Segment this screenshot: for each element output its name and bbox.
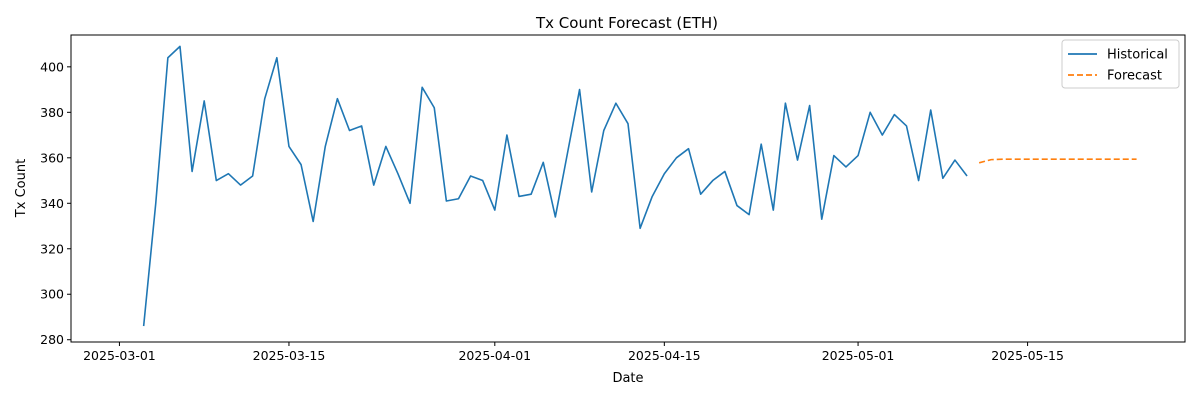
- x-axis: 2025-03-01 2025-03-15 2025-04-01 2025-04-15…: [83, 342, 1064, 363]
- x-tick-label: 2025-03-15: [253, 348, 326, 363]
- x-tick-label: 2025-05-01: [822, 348, 895, 363]
- legend-box: [1061, 39, 1180, 89]
- series-line-forecast: [978, 158, 1137, 164]
- x-axis-label: Date: [612, 371, 643, 386]
- x-tick-label: 2025-05-15: [991, 348, 1064, 363]
- y-tick-label: 360: [40, 150, 64, 165]
- axes-frame: [70, 34, 1186, 343]
- x-tick-label: 2025-03-01: [83, 348, 156, 363]
- legend-label-forecast: Forecast: [1107, 69, 1162, 84]
- y-tick-label: 340: [40, 196, 64, 211]
- series-line-historical: [142, 45, 968, 327]
- x-tick-label: 2025-04-15: [628, 348, 701, 363]
- y-axis: 280 300 320 340 360 380 400: [40, 59, 71, 347]
- y-tick-label: 400: [40, 59, 64, 74]
- chart-title: Tx Count Forecast (ETH): [535, 14, 718, 32]
- y-tick-label: 280: [40, 332, 64, 347]
- y-axis-label: Tx Count: [14, 159, 29, 218]
- legend: Historical Forecast: [1061, 39, 1180, 89]
- plot-area: [142, 45, 1137, 327]
- y-tick-label: 320: [40, 241, 64, 256]
- legend-label-historical: Historical: [1107, 48, 1168, 63]
- y-tick-label: 380: [40, 105, 64, 120]
- y-tick-label: 300: [40, 287, 64, 302]
- x-tick-label: 2025-04-01: [458, 348, 531, 363]
